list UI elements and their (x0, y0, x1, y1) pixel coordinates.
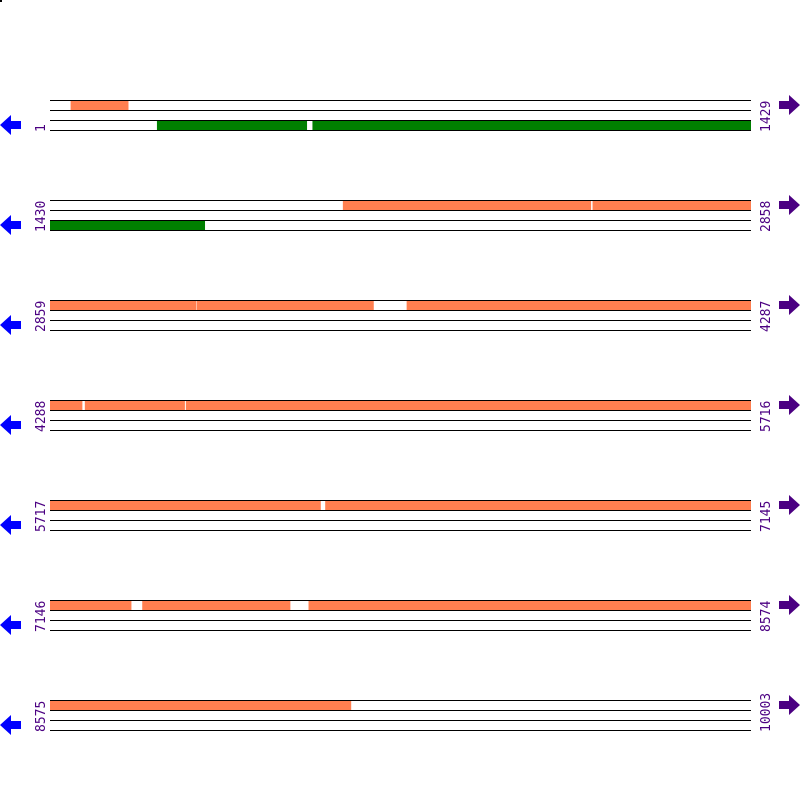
arrow-right-icon[interactable] (779, 495, 800, 515)
forward-feature[interactable] (50, 300, 197, 310)
arrow-right-icon[interactable] (779, 95, 800, 115)
row-start-label: 1 (34, 124, 49, 132)
forward-feature[interactable] (325, 500, 751, 510)
forward-feature[interactable] (50, 400, 83, 410)
row-start-label: 4288 (34, 401, 49, 432)
map-row: 5717 7145 (0, 495, 800, 535)
forward-feature[interactable] (84, 400, 185, 410)
forward-feature[interactable] (70, 100, 129, 110)
row-end-label: 1429 (759, 101, 774, 132)
row-start-label: 5717 (34, 501, 49, 532)
forward-feature[interactable] (142, 600, 291, 610)
arrow-left-icon[interactable] (0, 515, 21, 535)
corner-mark (0, 0, 2, 2)
arrow-left-icon[interactable] (0, 715, 21, 735)
row-start-label: 7146 (34, 601, 49, 632)
row-start-label: 2859 (34, 301, 49, 332)
arrow-left-icon[interactable] (0, 115, 21, 135)
row-end-label: 4287 (759, 301, 774, 332)
arrow-left-icon[interactable] (0, 315, 21, 335)
row-start-label: 1430 (34, 201, 49, 232)
forward-feature[interactable] (185, 400, 752, 410)
forward-feature[interactable] (406, 300, 751, 310)
forward-feature[interactable] (196, 300, 374, 310)
forward-feature[interactable] (342, 200, 592, 210)
arrow-right-icon[interactable] (779, 595, 800, 615)
row-end-label: 10003 (759, 693, 774, 732)
row-start-label: 8575 (34, 701, 49, 732)
forward-feature[interactable] (50, 700, 352, 710)
arrow-right-icon[interactable] (779, 695, 800, 715)
row-end-label: 5716 (759, 401, 774, 432)
map-row: 1430 2858 (0, 195, 800, 235)
reverse-feature[interactable] (50, 220, 206, 230)
map-row: 4288 5716 (0, 395, 800, 435)
forward-feature[interactable] (308, 600, 751, 610)
row-end-label: 2858 (759, 201, 774, 232)
reverse-feature[interactable] (156, 120, 308, 130)
arrow-right-icon[interactable] (779, 295, 800, 315)
forward-feature[interactable] (50, 600, 132, 610)
map-row: 2859 4287 (0, 295, 800, 335)
forward-feature[interactable] (592, 200, 751, 210)
arrow-left-icon[interactable] (0, 615, 21, 635)
arrow-right-icon[interactable] (779, 195, 800, 215)
arrow-left-icon[interactable] (0, 415, 21, 435)
row-end-label: 7145 (759, 501, 774, 532)
map-row: 7146 8574 (0, 595, 800, 635)
arrow-left-icon[interactable] (0, 215, 21, 235)
map-row: 1 1429 (0, 95, 800, 135)
row-end-label: 8574 (759, 601, 774, 632)
reverse-feature[interactable] (312, 120, 751, 130)
map-row: 8575 10003 (0, 693, 800, 735)
forward-feature[interactable] (50, 500, 321, 510)
arrow-right-icon[interactable] (779, 395, 800, 415)
